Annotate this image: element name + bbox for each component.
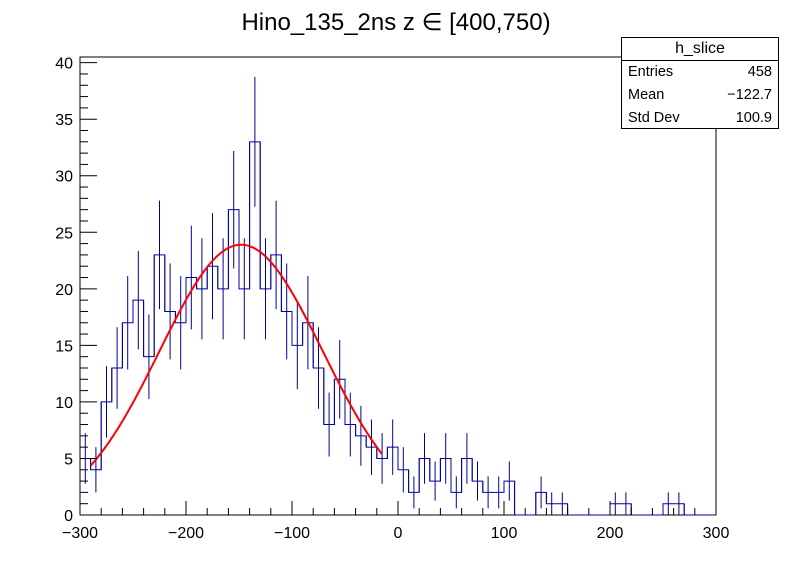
fit-curve <box>89 243 383 467</box>
y-tick-label: 20 <box>55 282 73 299</box>
y-tick-label: 5 <box>64 451 73 468</box>
stats-box-title: h_slice <box>622 38 778 61</box>
stats-label: Mean <box>628 87 665 103</box>
x-tick-label: 100 <box>491 525 518 542</box>
y-tick-label: 25 <box>55 225 73 242</box>
stats-value: 458 <box>747 64 772 80</box>
stats-label: Entries <box>628 64 674 80</box>
y-tick-label: 30 <box>55 169 73 186</box>
stats-value: −122.7 <box>727 87 772 103</box>
x-tick-label: 200 <box>597 525 624 542</box>
histogram-bars <box>80 141 716 516</box>
stats-row-mean: Mean −122.7 <box>622 84 778 107</box>
stats-value: 100.9 <box>735 110 772 126</box>
y-axis: 0 5 10 15 20 25 30 35 40 <box>55 56 97 525</box>
fit-layer <box>89 243 383 467</box>
stats-label: Std Dev <box>628 110 680 126</box>
x-tick-label: 0 <box>394 525 403 542</box>
y-tick-label: 10 <box>55 395 73 412</box>
error-bars <box>84 76 680 515</box>
x-axis: −300 −200 −100 0 100 200 300 <box>62 501 729 542</box>
stats-row-entries: Entries 458 <box>622 61 778 84</box>
y-tick-label: 0 <box>64 508 73 525</box>
stats-row-stddev: Std Dev 100.9 <box>622 107 778 130</box>
x-tick-label: −300 <box>62 525 98 542</box>
x-tick-label: 300 <box>703 525 730 542</box>
y-tick-label: 15 <box>55 338 73 355</box>
y-tick-label: 40 <box>55 56 73 73</box>
x-tick-label: −100 <box>274 525 310 542</box>
stats-box: h_slice Entries 458 Mean −122.7 Std Dev … <box>621 37 779 129</box>
chart-title: Hino_135_2ns z ∈ [400,750) <box>241 9 550 36</box>
x-tick-label: −200 <box>168 525 204 542</box>
y-tick-label: 35 <box>55 112 73 129</box>
